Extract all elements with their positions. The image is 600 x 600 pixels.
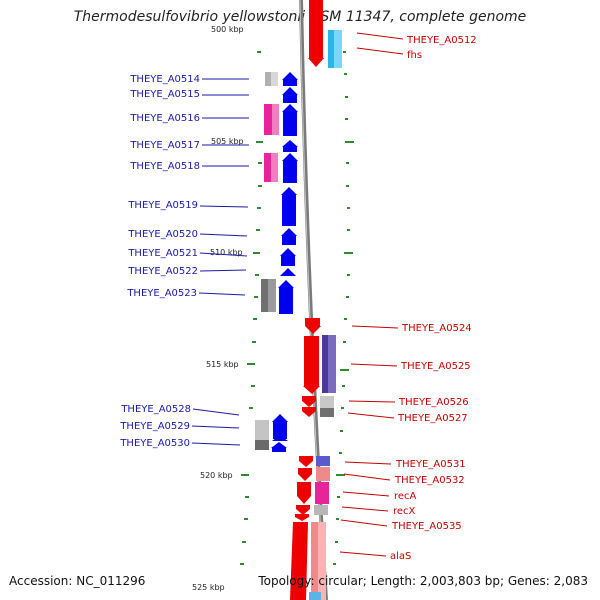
gene-label-THEYE_A0520[interactable]: THEYE_A0520: [127, 229, 198, 240]
gene-label-THEYE_A0528[interactable]: THEYE_A0528: [120, 404, 191, 415]
genome-backbone: [299, 0, 328, 600]
gene-label-THEYE_A0535[interactable]: THEYE_A0535: [391, 521, 462, 532]
genome-backbone-highlight: [299, 0, 326, 600]
gene-arrow-THEYE_A0524[interactable]: [305, 318, 321, 334]
gene-label-recX[interactable]: recX: [393, 506, 416, 517]
gene-arrow-THEYE_A0531[interactable]: [299, 456, 313, 467]
gene-label-alaS[interactable]: alaS: [390, 551, 411, 562]
gene-label-THEYE_A0530[interactable]: THEYE_A0530: [119, 438, 190, 449]
tick-label: 500 kbp: [211, 25, 244, 34]
forward-cog-track: [255, 72, 279, 450]
gene-label-recA[interactable]: recA: [394, 491, 417, 502]
gene-label-THEYE_A0515[interactable]: THEYE_A0515: [129, 89, 200, 100]
forward-gene-labels: THEYE_A0514 THEYE_A0515 THEYE_A0516 THEY…: [119, 74, 200, 449]
gene-label-THEYE_A0516[interactable]: THEYE_A0516: [129, 113, 200, 124]
forward-leader-lines: [191, 78, 249, 446]
gene-label-THEYE_A0512[interactable]: THEYE_A0512: [406, 35, 477, 46]
gene-label-THEYE_A0522[interactable]: THEYE_A0522: [127, 266, 198, 277]
gene-arrow-THEYE_A0530[interactable]: [271, 442, 287, 452]
gene-arrow-THEYE_A0529[interactable]: [272, 435, 288, 441]
tick-label: 510 kbp: [210, 248, 243, 257]
gene-arrow-THEYE_A0514[interactable]: [282, 72, 298, 86]
gene-label-THEYE_A0514[interactable]: THEYE_A0514: [129, 74, 200, 85]
gene-label-THEYE_A0524[interactable]: THEYE_A0524: [401, 323, 472, 334]
gene-arrow-THEYE_A0525[interactable]: [303, 336, 320, 394]
gene-arrow-THEYE_A0515[interactable]: [282, 87, 298, 103]
gene-arrow-recA[interactable]: [297, 482, 311, 504]
reverse-cog-track: [309, 30, 342, 600]
gene-arrow-THEYE_A0518[interactable]: [282, 153, 298, 183]
tick-label: 515 kbp: [206, 360, 239, 369]
gene-arrow-alaS[interactable]: [290, 522, 308, 600]
gene-arrow-THEYE_A0520[interactable]: [281, 228, 297, 245]
reverse-leader-lines: [339, 32, 404, 557]
gene-label-THEYE_A0532[interactable]: THEYE_A0532: [394, 475, 465, 486]
gene-arrow-THEYE_A0526[interactable]: [302, 396, 316, 407]
reverse-genes: [290, 0, 324, 600]
gene-arrow-THEYE_A0522[interactable]: [280, 268, 296, 276]
tick-label: 520 kbp: [200, 471, 233, 480]
gene-arrow-THEYE_A0517[interactable]: [282, 140, 298, 152]
accession-text: Accession: NC_011296: [9, 574, 146, 588]
gene-label-THEYE_A0521[interactable]: THEYE_A0521: [127, 248, 198, 259]
gene-label-THEYE_A0519[interactable]: THEYE_A0519: [127, 200, 198, 211]
gene-label-THEYE_A0523[interactable]: THEYE_A0523: [126, 288, 197, 299]
gene-arrow-recX[interactable]: [296, 505, 310, 515]
gene-arrow-THEYE_A0519[interactable]: [281, 187, 297, 226]
gene-label-THEYE_A0517[interactable]: THEYE_A0517: [129, 140, 200, 151]
forward-genes: [271, 72, 298, 452]
gene-arrow-THEYE_A0516[interactable]: [282, 104, 298, 136]
gene-label-THEYE_A0518[interactable]: THEYE_A0518: [129, 161, 200, 172]
gene-label-THEYE_A0526[interactable]: THEYE_A0526: [398, 397, 469, 408]
gene-label-THEYE_A0527[interactable]: THEYE_A0527: [397, 413, 468, 424]
outer-tick-ring: [333, 51, 354, 565]
gene-arrow-THEYE_A0528[interactable]: [272, 414, 288, 439]
gene-label-fhs[interactable]: fhs: [407, 50, 422, 61]
inner-tick-ring: [240, 51, 263, 565]
gene-label-THEYE_A0529[interactable]: THEYE_A0529: [119, 421, 190, 432]
tick-labels: 500 kbp 505 kbp 510 kbp 515 kbp 520 kbp …: [192, 25, 244, 592]
reverse-gene-labels: THEYE_A0512 fhs THEYE_A0524 THEYE_A0525 …: [390, 35, 477, 562]
gene-arrow-THEYE_A0532[interactable]: [298, 468, 312, 481]
topology-text: Topology: circular; Length: 2,003,803 bp…: [258, 574, 588, 588]
gene-arrow-THEYE_A0512[interactable]: [308, 0, 324, 67]
tick-label: 505 kbp: [211, 137, 244, 146]
gene-label-THEYE_A0525[interactable]: THEYE_A0525: [400, 361, 471, 372]
tick-label: 525 kbp: [192, 583, 225, 592]
gene-label-THEYE_A0531[interactable]: THEYE_A0531: [395, 459, 466, 470]
gene-arrow-THEYE_A0527[interactable]: [302, 407, 316, 417]
gene-arrow-THEYE_A0523[interactable]: [278, 280, 294, 314]
gene-arrow-THEYE_A0535[interactable]: [295, 514, 309, 521]
gene-arrow-THEYE_A0521[interactable]: [280, 248, 296, 266]
